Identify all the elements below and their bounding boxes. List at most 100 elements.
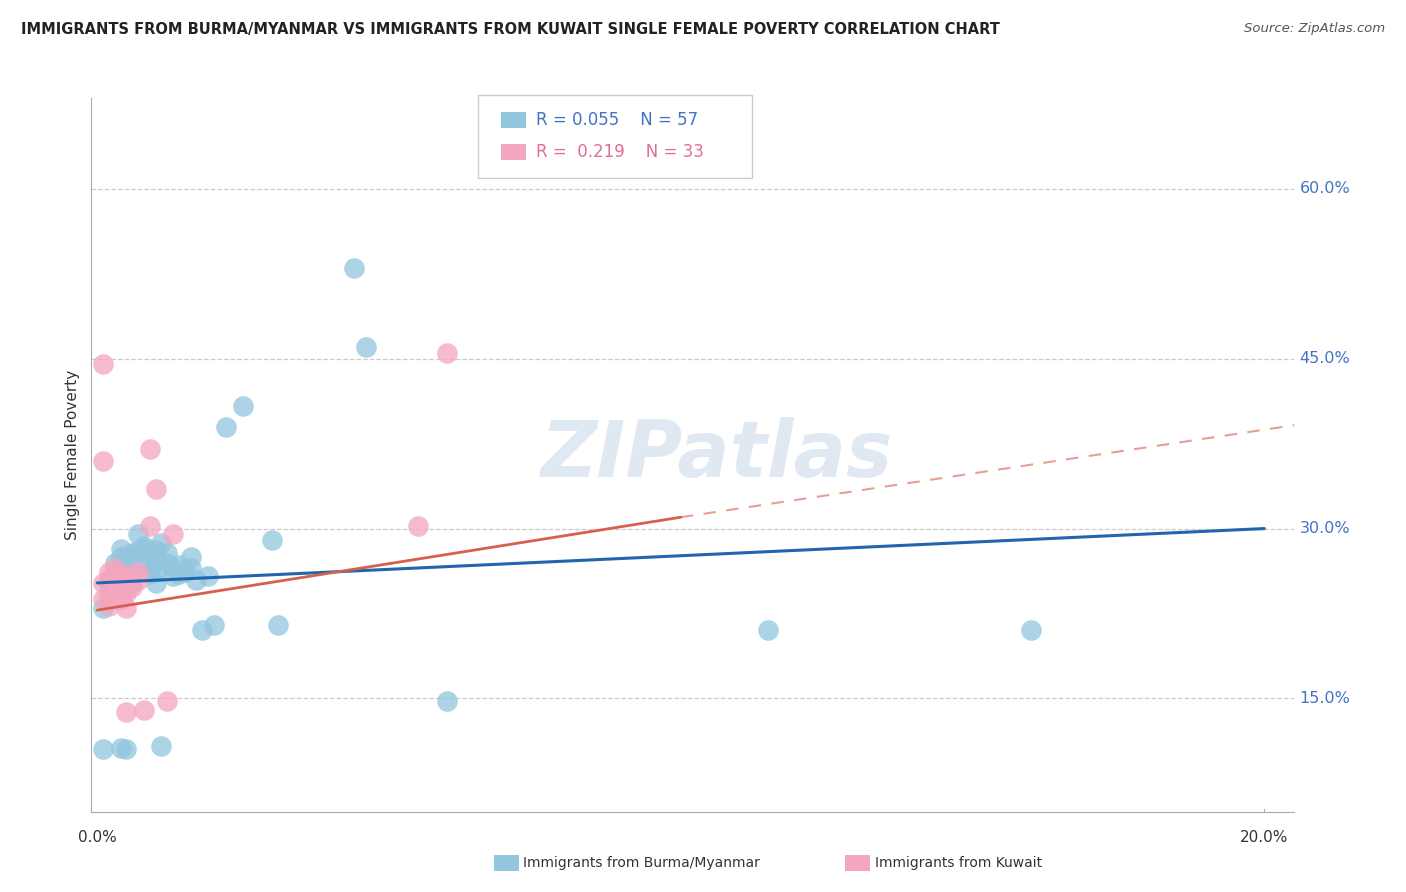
Point	[354, 340, 377, 354]
Point	[104, 581, 127, 595]
Point	[127, 527, 149, 541]
Text: Immigrants from Burma/Myanmar: Immigrants from Burma/Myanmar	[523, 856, 759, 871]
Point	[121, 569, 143, 583]
Point	[115, 549, 138, 564]
Text: 30.0%: 30.0%	[1299, 521, 1350, 536]
Point	[167, 558, 190, 572]
Point	[115, 573, 138, 587]
Point	[127, 573, 149, 587]
Point	[232, 399, 254, 413]
Point	[110, 575, 132, 590]
Point	[110, 741, 132, 756]
Point	[91, 742, 114, 756]
Point	[167, 566, 190, 581]
Point	[186, 573, 208, 587]
Text: ZIPatlas: ZIPatlas	[540, 417, 893, 493]
Text: IMMIGRANTS FROM BURMA/MYANMAR VS IMMIGRANTS FROM KUWAIT SINGLE FEMALE POVERTY CO: IMMIGRANTS FROM BURMA/MYANMAR VS IMMIGRA…	[21, 22, 1000, 37]
Point	[756, 624, 779, 638]
Point	[110, 541, 132, 556]
Point	[145, 565, 167, 579]
Point	[104, 556, 127, 570]
Point	[97, 573, 120, 587]
Point	[110, 566, 132, 581]
Point	[173, 565, 195, 579]
Point	[91, 591, 114, 606]
Point	[262, 533, 284, 547]
Point	[91, 575, 114, 590]
Point	[121, 575, 143, 590]
Point	[156, 546, 179, 560]
Point	[104, 561, 127, 575]
Point	[139, 566, 162, 581]
Point	[150, 739, 173, 753]
Point	[127, 544, 149, 558]
Point	[104, 590, 127, 604]
Point	[145, 575, 167, 590]
Text: R =  0.219    N = 33: R = 0.219 N = 33	[536, 143, 703, 161]
Text: 60.0%: 60.0%	[1299, 181, 1350, 196]
Point	[104, 583, 127, 598]
Point	[1019, 624, 1042, 638]
Point	[115, 565, 138, 579]
Point	[97, 599, 120, 613]
Point	[110, 549, 132, 564]
Point	[91, 600, 114, 615]
Point	[97, 590, 120, 604]
Point	[115, 742, 138, 756]
Point	[202, 617, 225, 632]
Point	[145, 482, 167, 496]
Point	[110, 591, 132, 606]
Point	[436, 694, 458, 708]
Point	[127, 565, 149, 579]
Point	[145, 553, 167, 567]
Point	[406, 519, 429, 533]
Point	[191, 624, 214, 638]
Point	[104, 566, 127, 581]
Point	[267, 617, 290, 632]
Point	[180, 549, 202, 564]
Text: 15.0%: 15.0%	[1299, 691, 1350, 706]
Y-axis label: Single Female Poverty: Single Female Poverty	[65, 370, 80, 540]
Point	[121, 546, 143, 560]
Point	[127, 556, 149, 570]
Point	[162, 561, 184, 575]
Point	[115, 586, 138, 600]
Point	[97, 565, 120, 579]
Point	[104, 569, 127, 583]
Point	[139, 556, 162, 570]
Point	[180, 561, 202, 575]
Point	[91, 453, 114, 467]
Point	[104, 575, 127, 590]
Point	[97, 581, 120, 595]
Point	[150, 536, 173, 550]
Point	[162, 527, 184, 541]
Point	[139, 442, 162, 457]
Point	[156, 694, 179, 708]
Point	[145, 543, 167, 558]
Text: Immigrants from Kuwait: Immigrants from Kuwait	[875, 856, 1042, 871]
Point	[343, 260, 366, 275]
Point	[436, 346, 458, 360]
Point	[110, 575, 132, 590]
Point	[132, 541, 155, 556]
Point	[104, 566, 127, 580]
Text: 20.0%: 20.0%	[1240, 830, 1288, 845]
Point	[121, 581, 143, 595]
Text: R = 0.055    N = 57: R = 0.055 N = 57	[536, 111, 697, 128]
Point	[139, 519, 162, 533]
Point	[197, 569, 219, 583]
Point	[110, 581, 132, 595]
Text: Source: ZipAtlas.com: Source: ZipAtlas.com	[1244, 22, 1385, 36]
Point	[214, 419, 236, 434]
Text: 0.0%: 0.0%	[77, 830, 117, 845]
Point	[162, 569, 184, 583]
Point	[91, 357, 114, 371]
Point	[156, 556, 179, 570]
Point	[115, 556, 138, 570]
Point	[115, 600, 138, 615]
Point	[121, 566, 143, 580]
Point	[132, 539, 155, 553]
Point	[115, 705, 138, 719]
Text: 45.0%: 45.0%	[1299, 351, 1350, 366]
Point	[139, 546, 162, 560]
